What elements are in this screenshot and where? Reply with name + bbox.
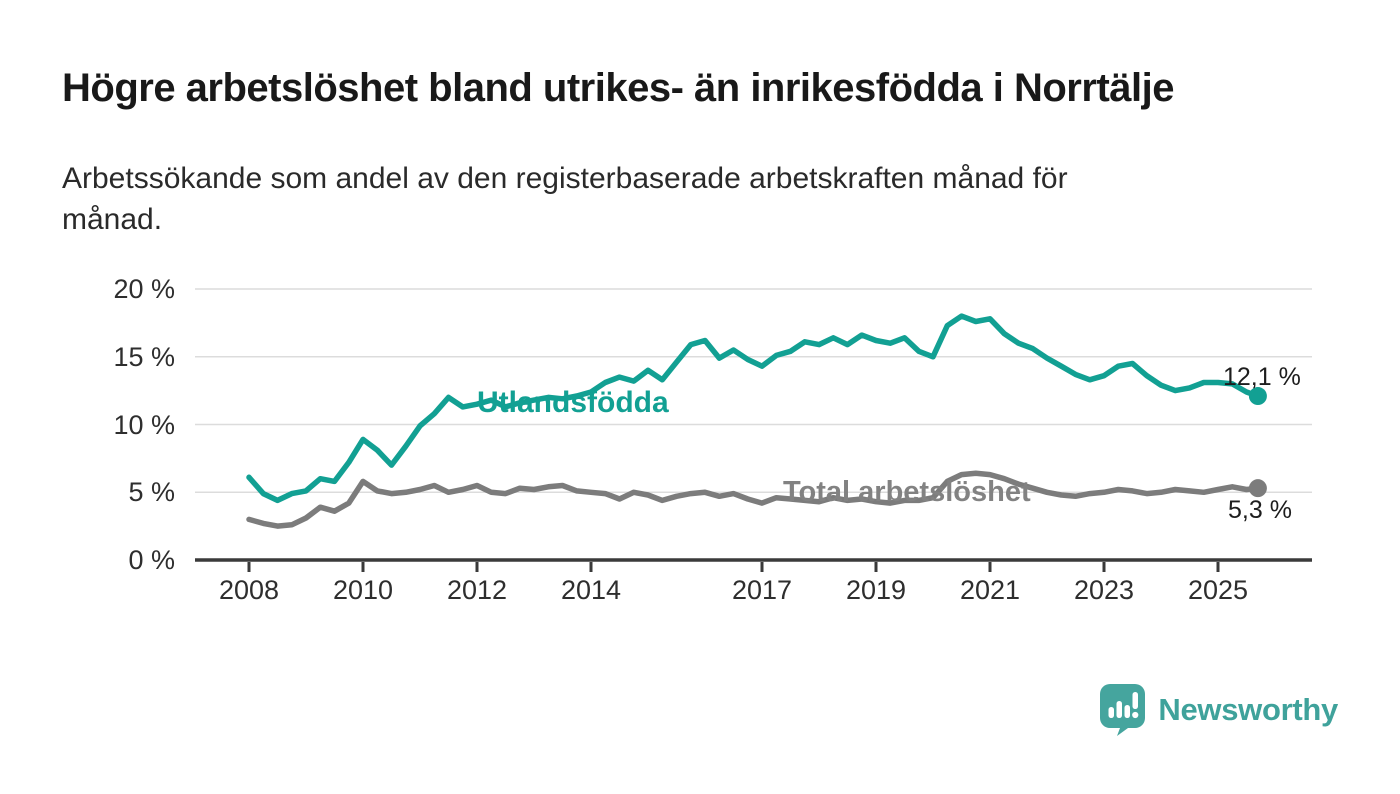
x-tick-label: 2008 bbox=[218, 575, 280, 605]
end-dot-total-arbetsloshet bbox=[1248, 479, 1267, 498]
y-tick-label: 15 % bbox=[113, 341, 175, 372]
series-line-total-arbetsloshet bbox=[246, 470, 1261, 529]
y-tick-label: 20 % bbox=[113, 274, 175, 304]
brand-wordmark: Newsworthy bbox=[1158, 692, 1338, 727]
y-tick-label: 5 % bbox=[128, 477, 175, 508]
y-tick-label: 10 % bbox=[113, 409, 175, 440]
chart-title: Högre arbetslöshet bland utrikes- än inr… bbox=[62, 66, 1174, 110]
end-dot-utlandsfodda bbox=[1248, 387, 1267, 406]
x-tick-label: 2021 bbox=[959, 575, 1021, 605]
brand-footer: Newsworthy bbox=[1100, 684, 1338, 736]
chart-subtitle: Arbetssökande som andel av den registerb… bbox=[62, 162, 1068, 237]
series-label-total-arbetsloshet: Total arbetslöshet bbox=[783, 476, 1031, 508]
x-tick-label: 2017 bbox=[731, 575, 793, 605]
x-tick-label: 2025 bbox=[1187, 575, 1249, 605]
series-line-utlandsfodda bbox=[246, 313, 1261, 504]
x-tick-label: 2012 bbox=[446, 575, 508, 605]
end-value-label-total-arbetsloshet: 5,3 % bbox=[1228, 496, 1292, 524]
x-tick-label: 2019 bbox=[845, 575, 907, 605]
x-tick-label: 2014 bbox=[560, 575, 622, 605]
y-tick-label: 0 % bbox=[128, 545, 175, 575]
newsworthy-logo-icon bbox=[1100, 684, 1146, 736]
end-value-label-utlandsfodda: 12,1 % bbox=[1223, 363, 1301, 391]
x-tick-label: 2023 bbox=[1073, 575, 1135, 605]
x-tick-label: 2010 bbox=[332, 575, 394, 605]
series-label-utlandsfodda: Utlandsfödda bbox=[477, 386, 669, 419]
